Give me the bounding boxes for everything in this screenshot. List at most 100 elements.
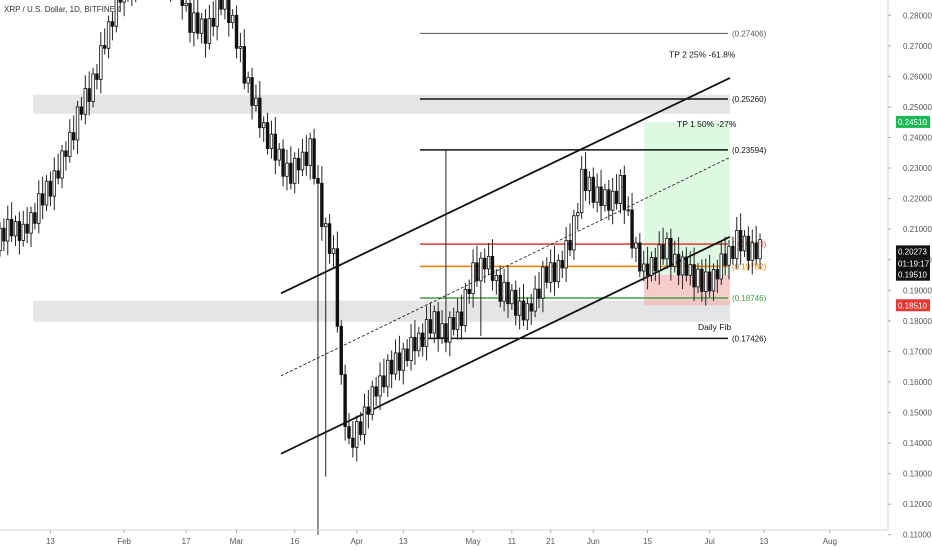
price-tick-label: 0.17000 (903, 347, 932, 356)
price-tick-label: 0.13000 (903, 470, 932, 479)
candle-body (595, 186, 599, 203)
candle-body (653, 257, 658, 272)
candle-body (413, 336, 417, 352)
candle-body (471, 262, 475, 295)
candle-body (308, 138, 312, 167)
candle-body (432, 311, 437, 334)
price-tick-label: 0.26000 (903, 72, 932, 81)
candle-body (48, 180, 53, 197)
candle-body (401, 348, 405, 371)
candle-body (723, 253, 727, 266)
candle-body (463, 288, 468, 327)
candle-body (711, 269, 716, 292)
time-tick-label: Jul (705, 537, 715, 546)
candle-body (494, 274, 499, 281)
candle-body (296, 157, 301, 171)
candle-body (0, 227, 2, 251)
candle-body (91, 73, 95, 102)
candle-body (502, 281, 506, 302)
time-tick-label: May (466, 537, 481, 546)
candle-body (545, 266, 549, 283)
candle-body (568, 240, 572, 251)
candle-body (285, 162, 289, 177)
price-badge-label: 01:19:17 (898, 259, 930, 268)
candle-body (657, 244, 661, 272)
candle-body (603, 189, 607, 207)
candle-body (347, 426, 351, 439)
candle-body (6, 218, 10, 242)
candle-body (731, 245, 735, 259)
candle-body (355, 421, 359, 448)
candle-body (436, 311, 440, 339)
candle-body (289, 162, 293, 184)
candle-body (184, 2, 188, 6)
candle-body (614, 190, 619, 204)
candle-body (227, 0, 231, 24)
candle-body (417, 332, 421, 352)
candle-body (316, 178, 320, 184)
candle-body (281, 148, 285, 177)
fib-level-label: (0.27406) (732, 29, 767, 38)
candle-body (700, 268, 704, 292)
candle-body (75, 106, 80, 141)
candle-body (572, 215, 576, 251)
candle-body (420, 332, 425, 347)
time-tick-label: Jun (587, 537, 600, 546)
candle-body (669, 237, 673, 267)
candle-body (735, 229, 739, 259)
daily-fib-annotation: Daily Fib (698, 322, 731, 332)
candle-body (44, 180, 49, 206)
candle-body (688, 264, 692, 276)
fib-level-label: (0.18746) (732, 294, 767, 303)
fib-level-label: (0.23594) (732, 146, 767, 155)
candle-body (95, 73, 99, 80)
price-badge (896, 115, 930, 128)
candle-body (490, 255, 495, 281)
time-tick-label: 11 (508, 537, 517, 546)
candle-body (707, 271, 712, 292)
candle-body (428, 319, 433, 334)
candle-body (304, 151, 309, 167)
time-tick-label: Apr (351, 537, 364, 546)
candle-body (223, 0, 227, 10)
candle-body (382, 375, 386, 388)
candle-body (564, 240, 568, 269)
time-tick-label: Aug (823, 537, 837, 546)
candle-body (238, 46, 243, 49)
candle-body (529, 303, 533, 312)
candle-body (498, 274, 502, 302)
candle-body (273, 133, 278, 161)
candle-body (680, 256, 685, 276)
price-tick-label: 0.21000 (903, 225, 932, 234)
candle-body (277, 148, 281, 161)
candle-body (83, 88, 88, 115)
time-tick-label: 16 (290, 537, 299, 546)
candle-body (514, 289, 518, 316)
price-tick-label: 0.27000 (903, 42, 932, 51)
candle-body (215, 0, 219, 27)
resistance-zone-0 (33, 94, 730, 114)
candle-body (312, 138, 316, 179)
candle-body (684, 256, 689, 276)
candle-body (583, 168, 588, 192)
candle-body (293, 157, 297, 184)
profit-zone (644, 121, 730, 275)
candle-body (29, 212, 33, 234)
candle-body (591, 176, 595, 203)
price-badge-label: 0.19510 (898, 271, 927, 280)
candle-body (618, 174, 623, 204)
candle-body (467, 288, 471, 295)
candle-body (37, 193, 41, 224)
candle-body (579, 168, 584, 214)
fib-level-label: (0.25260) (732, 95, 767, 104)
candle-body (246, 77, 250, 84)
candle-body (455, 311, 460, 330)
candle-body (727, 245, 731, 266)
candle-body (483, 257, 487, 270)
candle-body (211, 17, 215, 27)
candle-body (409, 336, 413, 361)
chart-title: XRP / U.S. Dollar, 1D, BITFINEX (4, 5, 121, 14)
candle-body (366, 406, 371, 415)
candle-body (649, 257, 654, 276)
